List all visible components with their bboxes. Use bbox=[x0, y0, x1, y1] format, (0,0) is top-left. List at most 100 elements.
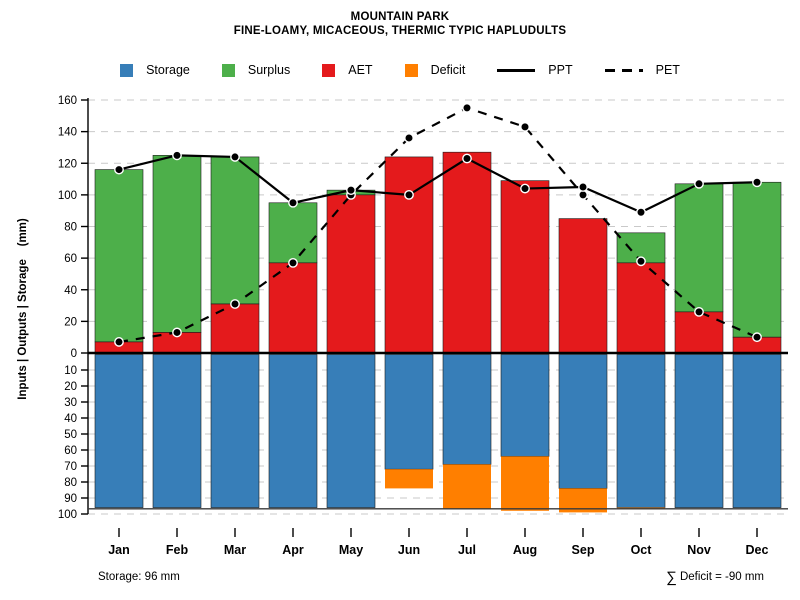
month-label-aug: Aug bbox=[513, 543, 537, 557]
legend-item-ppt: PPT bbox=[497, 63, 573, 77]
chart-title-line2: FINE-LOAMY, MICACEOUS, THERMIC TYPIC HAP… bbox=[233, 25, 567, 37]
y-tick-label: 50 bbox=[64, 429, 77, 441]
chart-title-line1: MOUNTAIN PARK bbox=[350, 11, 450, 23]
pet-point-apr bbox=[288, 257, 298, 268]
storage-bar-sep bbox=[558, 354, 608, 489]
storage-annotation: Storage: 96 mm bbox=[98, 571, 180, 583]
ppt-point-oct bbox=[636, 207, 646, 218]
pet-point-jan bbox=[114, 337, 124, 347]
ppt-point-dec bbox=[752, 177, 762, 188]
y-tick-label: 60 bbox=[64, 253, 77, 265]
surplus-bar-nov bbox=[674, 183, 724, 313]
deficit-bar-jul bbox=[443, 464, 491, 510]
y-tick-label: 80 bbox=[64, 477, 77, 489]
month-label-dec: Dec bbox=[746, 543, 769, 557]
y-tick-label: 100 bbox=[58, 190, 77, 202]
storage-bar-nov bbox=[674, 354, 724, 508]
surplus-bar-jan bbox=[94, 169, 144, 343]
month-label-sep: Sep bbox=[572, 543, 595, 557]
legend-label-deficit: Deficit bbox=[430, 63, 466, 77]
month-label-feb: Feb bbox=[166, 543, 189, 557]
storage-bar-mar bbox=[210, 354, 260, 508]
legend-label-surplus: Surplus bbox=[247, 63, 291, 77]
pet-point-sep bbox=[578, 189, 588, 200]
y-tick-label: 140 bbox=[58, 127, 77, 139]
y-tick-label: 90 bbox=[64, 493, 77, 505]
storage-bar-dec bbox=[732, 354, 782, 508]
chart-legend: Storage Surplus AET Deficit PPT PET bbox=[0, 63, 800, 77]
ppt-line-icon bbox=[497, 68, 536, 72]
storage-bar-oct bbox=[616, 354, 666, 508]
month-label-nov: Nov bbox=[687, 543, 711, 557]
surplus-bar-mar bbox=[210, 156, 260, 305]
pet-point-feb bbox=[172, 327, 182, 338]
legend-item-storage: Storage bbox=[120, 63, 190, 77]
surplus-bar-feb bbox=[152, 155, 202, 333]
month-label-jul: Jul bbox=[458, 543, 476, 557]
legend-item-deficit: Deficit bbox=[404, 63, 466, 77]
deficit-annotation: ∑ Deficit = -90 mm bbox=[666, 569, 764, 586]
y-tick-label: 30 bbox=[64, 397, 77, 409]
month-label-may: May bbox=[339, 543, 363, 557]
month-label-apr: Apr bbox=[282, 543, 304, 557]
ppt-point-feb bbox=[172, 150, 182, 161]
month-label-mar: Mar bbox=[224, 543, 246, 557]
legend-item-aet: AET bbox=[322, 63, 373, 77]
aet-bar-nov bbox=[674, 311, 724, 354]
pet-line-icon bbox=[604, 68, 643, 72]
deficit-bar-jun bbox=[385, 469, 433, 489]
deficit-swatch-icon bbox=[404, 63, 418, 77]
ppt-point-jun bbox=[404, 189, 414, 200]
pet-point-aug bbox=[520, 121, 530, 132]
y-tick-label: 10 bbox=[64, 365, 77, 377]
month-label-jun: Jun bbox=[398, 543, 420, 557]
aet-bar-aug bbox=[500, 180, 550, 354]
legend-label-ppt: PPT bbox=[548, 63, 573, 77]
chart-title: MOUNTAIN PARK FINE-LOAMY, MICACEOUS, THE… bbox=[0, 10, 800, 38]
y-tick-label: 70 bbox=[64, 461, 77, 473]
y-tick-label: 100 bbox=[58, 509, 77, 521]
ppt-line bbox=[118, 154, 758, 214]
y-tick-label: 160 bbox=[58, 95, 77, 107]
aet-bar-jul bbox=[442, 151, 492, 354]
pet-point-oct bbox=[636, 256, 646, 267]
ppt-point-nov bbox=[694, 178, 704, 189]
storage-bar-jun bbox=[384, 354, 434, 470]
surplus-swatch-icon bbox=[221, 63, 235, 77]
aet-bar-may bbox=[326, 194, 376, 354]
ppt-point-apr bbox=[288, 197, 298, 208]
ppt-point-jul bbox=[462, 153, 472, 164]
storage-bar-may bbox=[326, 354, 376, 508]
aet-bar-sep bbox=[558, 218, 608, 354]
month-label-jan: Jan bbox=[108, 543, 130, 557]
y-tick-label: 80 bbox=[64, 222, 77, 234]
surplus-bar-apr bbox=[268, 202, 318, 264]
deficit-bar-aug bbox=[501, 456, 549, 511]
ppt-point-mar bbox=[230, 152, 240, 162]
legend-item-pet: PET bbox=[604, 63, 680, 77]
month-label-oct: Oct bbox=[631, 543, 653, 557]
storage-bar-jan bbox=[94, 354, 144, 508]
y-tick-label: 0 bbox=[71, 348, 77, 360]
y-tick-label: 20 bbox=[64, 381, 77, 393]
storage-bar-feb bbox=[152, 354, 202, 508]
pet-point-jun bbox=[404, 133, 414, 143]
ppt-point-jan bbox=[114, 164, 124, 175]
pet-point-mar bbox=[230, 299, 240, 309]
ppt-point-may bbox=[346, 185, 356, 196]
y-tick-label: 40 bbox=[64, 285, 77, 297]
aet-swatch-icon bbox=[322, 63, 336, 77]
ppt-point-aug bbox=[520, 183, 530, 194]
pet-point-dec bbox=[752, 332, 762, 343]
y-tick-label: 60 bbox=[64, 445, 77, 457]
aet-bar-apr bbox=[268, 262, 318, 354]
ppt-point-sep bbox=[578, 182, 588, 192]
aet-bar-oct bbox=[616, 262, 666, 354]
storage-bar-jul bbox=[442, 354, 492, 465]
storage-bar-aug bbox=[500, 354, 550, 457]
legend-label-aet: AET bbox=[348, 63, 373, 77]
aet-bar-jun bbox=[384, 156, 434, 354]
y-tick-label: 40 bbox=[64, 413, 77, 425]
